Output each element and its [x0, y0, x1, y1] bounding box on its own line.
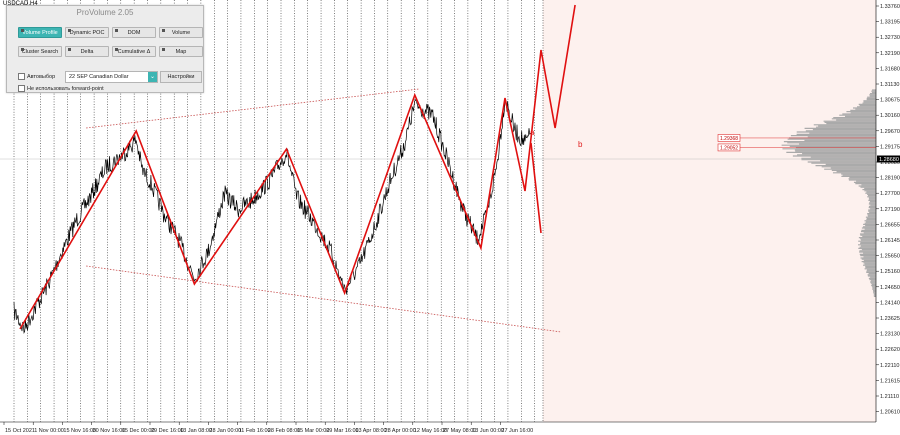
time-tick-label: 30 Nov 16:00 — [93, 428, 126, 434]
time-tick-label: 28 Feb 08:00 — [268, 428, 300, 434]
time-tick-label: 15 Oct 2021 — [5, 428, 35, 434]
time-tick-label: 1 Nov 00:00 — [34, 428, 64, 434]
price-tick-label: 1.27700 — [880, 191, 900, 197]
cluster-search-button[interactable]: Cluster Search — [18, 46, 62, 57]
price-tick-label: 1.32730 — [880, 35, 900, 41]
submenu-icon — [115, 29, 118, 32]
current-price-box — [877, 155, 900, 163]
price-tag-label: 1.29052 — [720, 145, 738, 151]
submenu-icon — [162, 29, 165, 32]
future-zone — [543, 0, 876, 422]
time-tick-label: 12 May 16:00 — [414, 428, 447, 434]
channel-lines — [86, 88, 562, 333]
submenu-icon — [115, 48, 118, 51]
dynamic-poc-button[interactable]: Dynamic POC — [65, 27, 109, 38]
checkbox-box[interactable] — [18, 73, 25, 80]
provolume-panel[interactable]: ProVolume 2.05 Volume Profile Dynamic PO… — [6, 5, 204, 93]
channel-upper-line — [86, 88, 419, 129]
price-tick-label: 1.30160 — [880, 113, 900, 119]
submenu-icon — [21, 48, 24, 51]
price-tick-label: 1.24140 — [880, 300, 900, 306]
settings-button[interactable]: Настройки — [160, 71, 202, 83]
price-axis: 1.33760 1.33195 1.32730 1.32190 1.31680 1.311… — [875, 0, 900, 422]
price-tick-label: 1.33760 — [880, 4, 900, 10]
price-tag-box — [717, 143, 741, 152]
checkbox-box[interactable] — [18, 85, 25, 92]
price-tick-label: 1.28190 — [880, 176, 900, 182]
price-tick-label: 1.31130 — [880, 82, 899, 88]
price-tick-label: 1.23130 — [880, 332, 900, 338]
price-tick-label: 1.26145 — [880, 238, 900, 244]
price-series — [13, 97, 532, 334]
price-tick-label: 1.33195 — [880, 20, 900, 26]
time-tick-label: 27 Jun 16:00 — [501, 428, 533, 434]
time-tick-label: 28 Jan 00:00 — [209, 428, 241, 434]
price-tag-box — [717, 134, 741, 142]
submenu-icon — [21, 29, 24, 32]
price-tick-label: 1.21615 — [880, 378, 900, 384]
price-tick-label: 1.21110 — [880, 394, 899, 400]
wave-label-a: a — [530, 128, 535, 137]
time-tick-label: 29 Mar 16:00 — [326, 428, 358, 434]
map-button[interactable]: Map — [159, 46, 203, 57]
chart-symbol-title: USDCAD,H4 — [3, 1, 38, 7]
price-tick-label: 1.31680 — [880, 66, 900, 72]
price-tick-label: 1.22110 — [880, 363, 899, 369]
time-tick-label: 15 Nov 16:00 — [63, 428, 96, 434]
channel-lower-line — [86, 265, 562, 333]
volume-button[interactable]: Volume — [159, 27, 203, 38]
price-tick-label: 1.27190 — [880, 207, 900, 213]
submenu-icon — [162, 48, 165, 51]
price-tick-label: 1.28680 — [880, 160, 900, 166]
time-tick-label: 11 Feb 16:00 — [239, 428, 271, 434]
forward-point-checkbox[interactable]: Не использовать forward-point — [18, 85, 104, 92]
time-tick-label: 27 May 08:00 — [443, 428, 476, 434]
cumulative-delta-button[interactable]: Cumulative Δ — [112, 46, 156, 57]
time-tick-label: 29 Dec 16:00 — [151, 428, 184, 434]
wave-label-b: b — [578, 140, 583, 149]
time-tick-label: 13 Jan 08:00 — [180, 428, 212, 434]
price-tick-label: 1.25160 — [880, 269, 900, 275]
price-tick-label: 1.26655 — [880, 222, 900, 228]
price-tick-label: 1.32190 — [880, 51, 900, 57]
submenu-icon — [68, 29, 71, 32]
price-tick-label: 1.24650 — [880, 285, 900, 291]
time-tick-label: 15 Mar 00:00 — [297, 428, 329, 434]
price-tag-label: 1.29368 — [720, 136, 738, 142]
current-price-label: 1.28680 — [879, 157, 899, 163]
time-tick-label: 28 Apr 00:00 — [385, 428, 416, 434]
wave-lines — [19, 4, 576, 330]
price-tick-label: 1.29670 — [880, 129, 900, 135]
time-tick-label: 15 Dec 00:00 — [122, 428, 155, 434]
price-tick-label: 1.29175 — [880, 144, 900, 150]
price-tick-label: 1.25650 — [880, 254, 900, 260]
price-tick-label: 1.23625 — [880, 316, 900, 322]
volume-profile-button[interactable]: Volume Profile — [18, 27, 62, 38]
wave-alt-line — [530, 142, 542, 234]
autoselect-checkbox[interactable]: Автовыбор — [18, 73, 55, 80]
submenu-icon — [68, 48, 71, 51]
dom-button[interactable]: DOM — [112, 27, 156, 38]
price-line — [13, 97, 532, 334]
instrument-select[interactable]: 22 SEP Canadian Dollar ⌄ — [65, 71, 158, 83]
price-tick-label: 1.30675 — [880, 98, 900, 104]
delta-button[interactable]: Delta — [65, 46, 109, 57]
price-tags: 1.29368 1.29052 — [717, 134, 876, 152]
chevron-down-icon[interactable]: ⌄ — [148, 72, 157, 82]
panel-title: ProVolume 2.05 — [76, 8, 134, 17]
wave-line — [19, 4, 576, 330]
time-tick-label: 13 Jun 00:00 — [472, 428, 504, 434]
time-tick-label: 13 Apr 08:00 — [355, 428, 386, 434]
price-tick-label: 1.20610 — [880, 410, 900, 416]
price-tick-label: 1.22620 — [880, 347, 900, 353]
